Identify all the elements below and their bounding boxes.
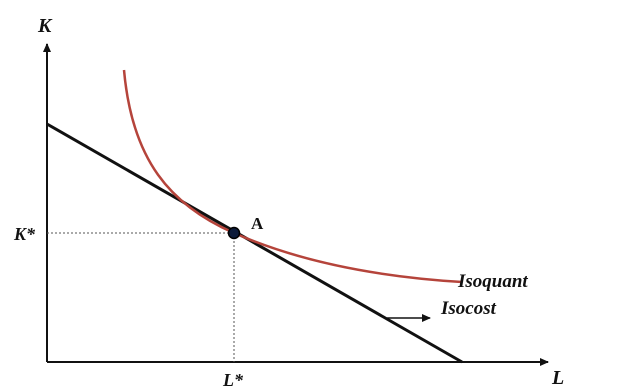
isoquant-label: Isoquant	[457, 271, 528, 292]
isocost-line	[46, 122, 463, 364]
y-axis-label: K	[37, 15, 53, 37]
k-star-label: K*	[13, 224, 36, 244]
l-star-label: L*	[222, 370, 244, 390]
point-a-label: A	[251, 214, 264, 233]
x-axis-label: L	[551, 367, 564, 389]
tangency-point	[227, 226, 241, 240]
isocost-label: Isocost	[440, 298, 497, 319]
isoquant-curve	[122, 69, 463, 284]
